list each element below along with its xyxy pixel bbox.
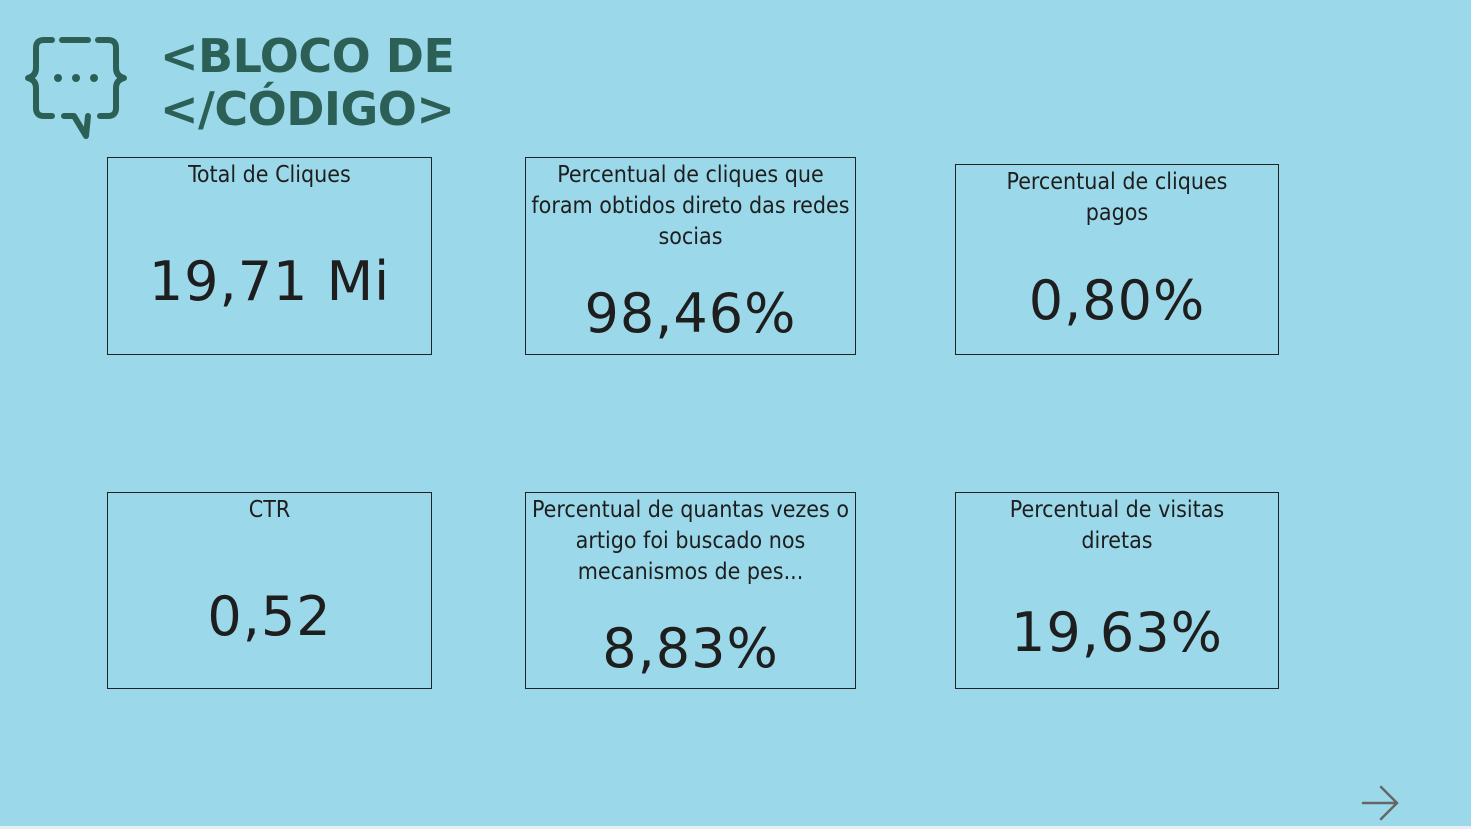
card-title: Percentual de cliques que foram obtidos …: [531, 162, 850, 250]
logo-line-2: </CÓDIGO>: [160, 82, 455, 136]
card-value: 19,63%: [1011, 601, 1223, 664]
card-value: 0,80%: [1028, 269, 1206, 332]
logo-wordmark: <BLOCO DE </CÓDIGO>: [160, 29, 455, 136]
arrow-right-icon[interactable]: [1360, 784, 1400, 824]
code-chat-bubble-icon: [25, 37, 127, 139]
card-direct-visits-percent[interactable]: Percentual de visitas diretas 19,63%: [955, 492, 1279, 689]
logo-line-1: <BLOCO DE: [160, 29, 455, 83]
card-ctr[interactable]: CTR 0,52: [107, 492, 432, 689]
card-title: CTR: [248, 497, 291, 523]
card-social-clicks-percent[interactable]: Percentual de cliques que foram obtidos …: [525, 157, 856, 355]
card-value: 19,71 Mi: [148, 250, 391, 313]
bottom-border: [0, 826, 1471, 829]
card-title: Percentual de visitas diretas: [1009, 497, 1225, 554]
card-search-percent[interactable]: Percentual de quantas vezes o artigo foi…: [525, 492, 856, 689]
card-value: 98,46%: [584, 282, 797, 345]
card-title: Percentual de quantas vezes o artigo foi…: [531, 497, 850, 585]
logo: <BLOCO DE </CÓDIGO>: [24, 30, 484, 140]
card-value: 0,52: [207, 585, 332, 648]
card-paid-clicks-percent[interactable]: Percentual de cliques pagos 0,80%: [955, 164, 1279, 355]
card-total-clicks[interactable]: Total de Cliques 19,71 Mi: [107, 157, 432, 355]
card-title: Percentual de cliques pagos: [1006, 169, 1228, 226]
card-value: 8,83%: [602, 617, 779, 680]
card-title: Total de Cliques: [188, 162, 351, 188]
